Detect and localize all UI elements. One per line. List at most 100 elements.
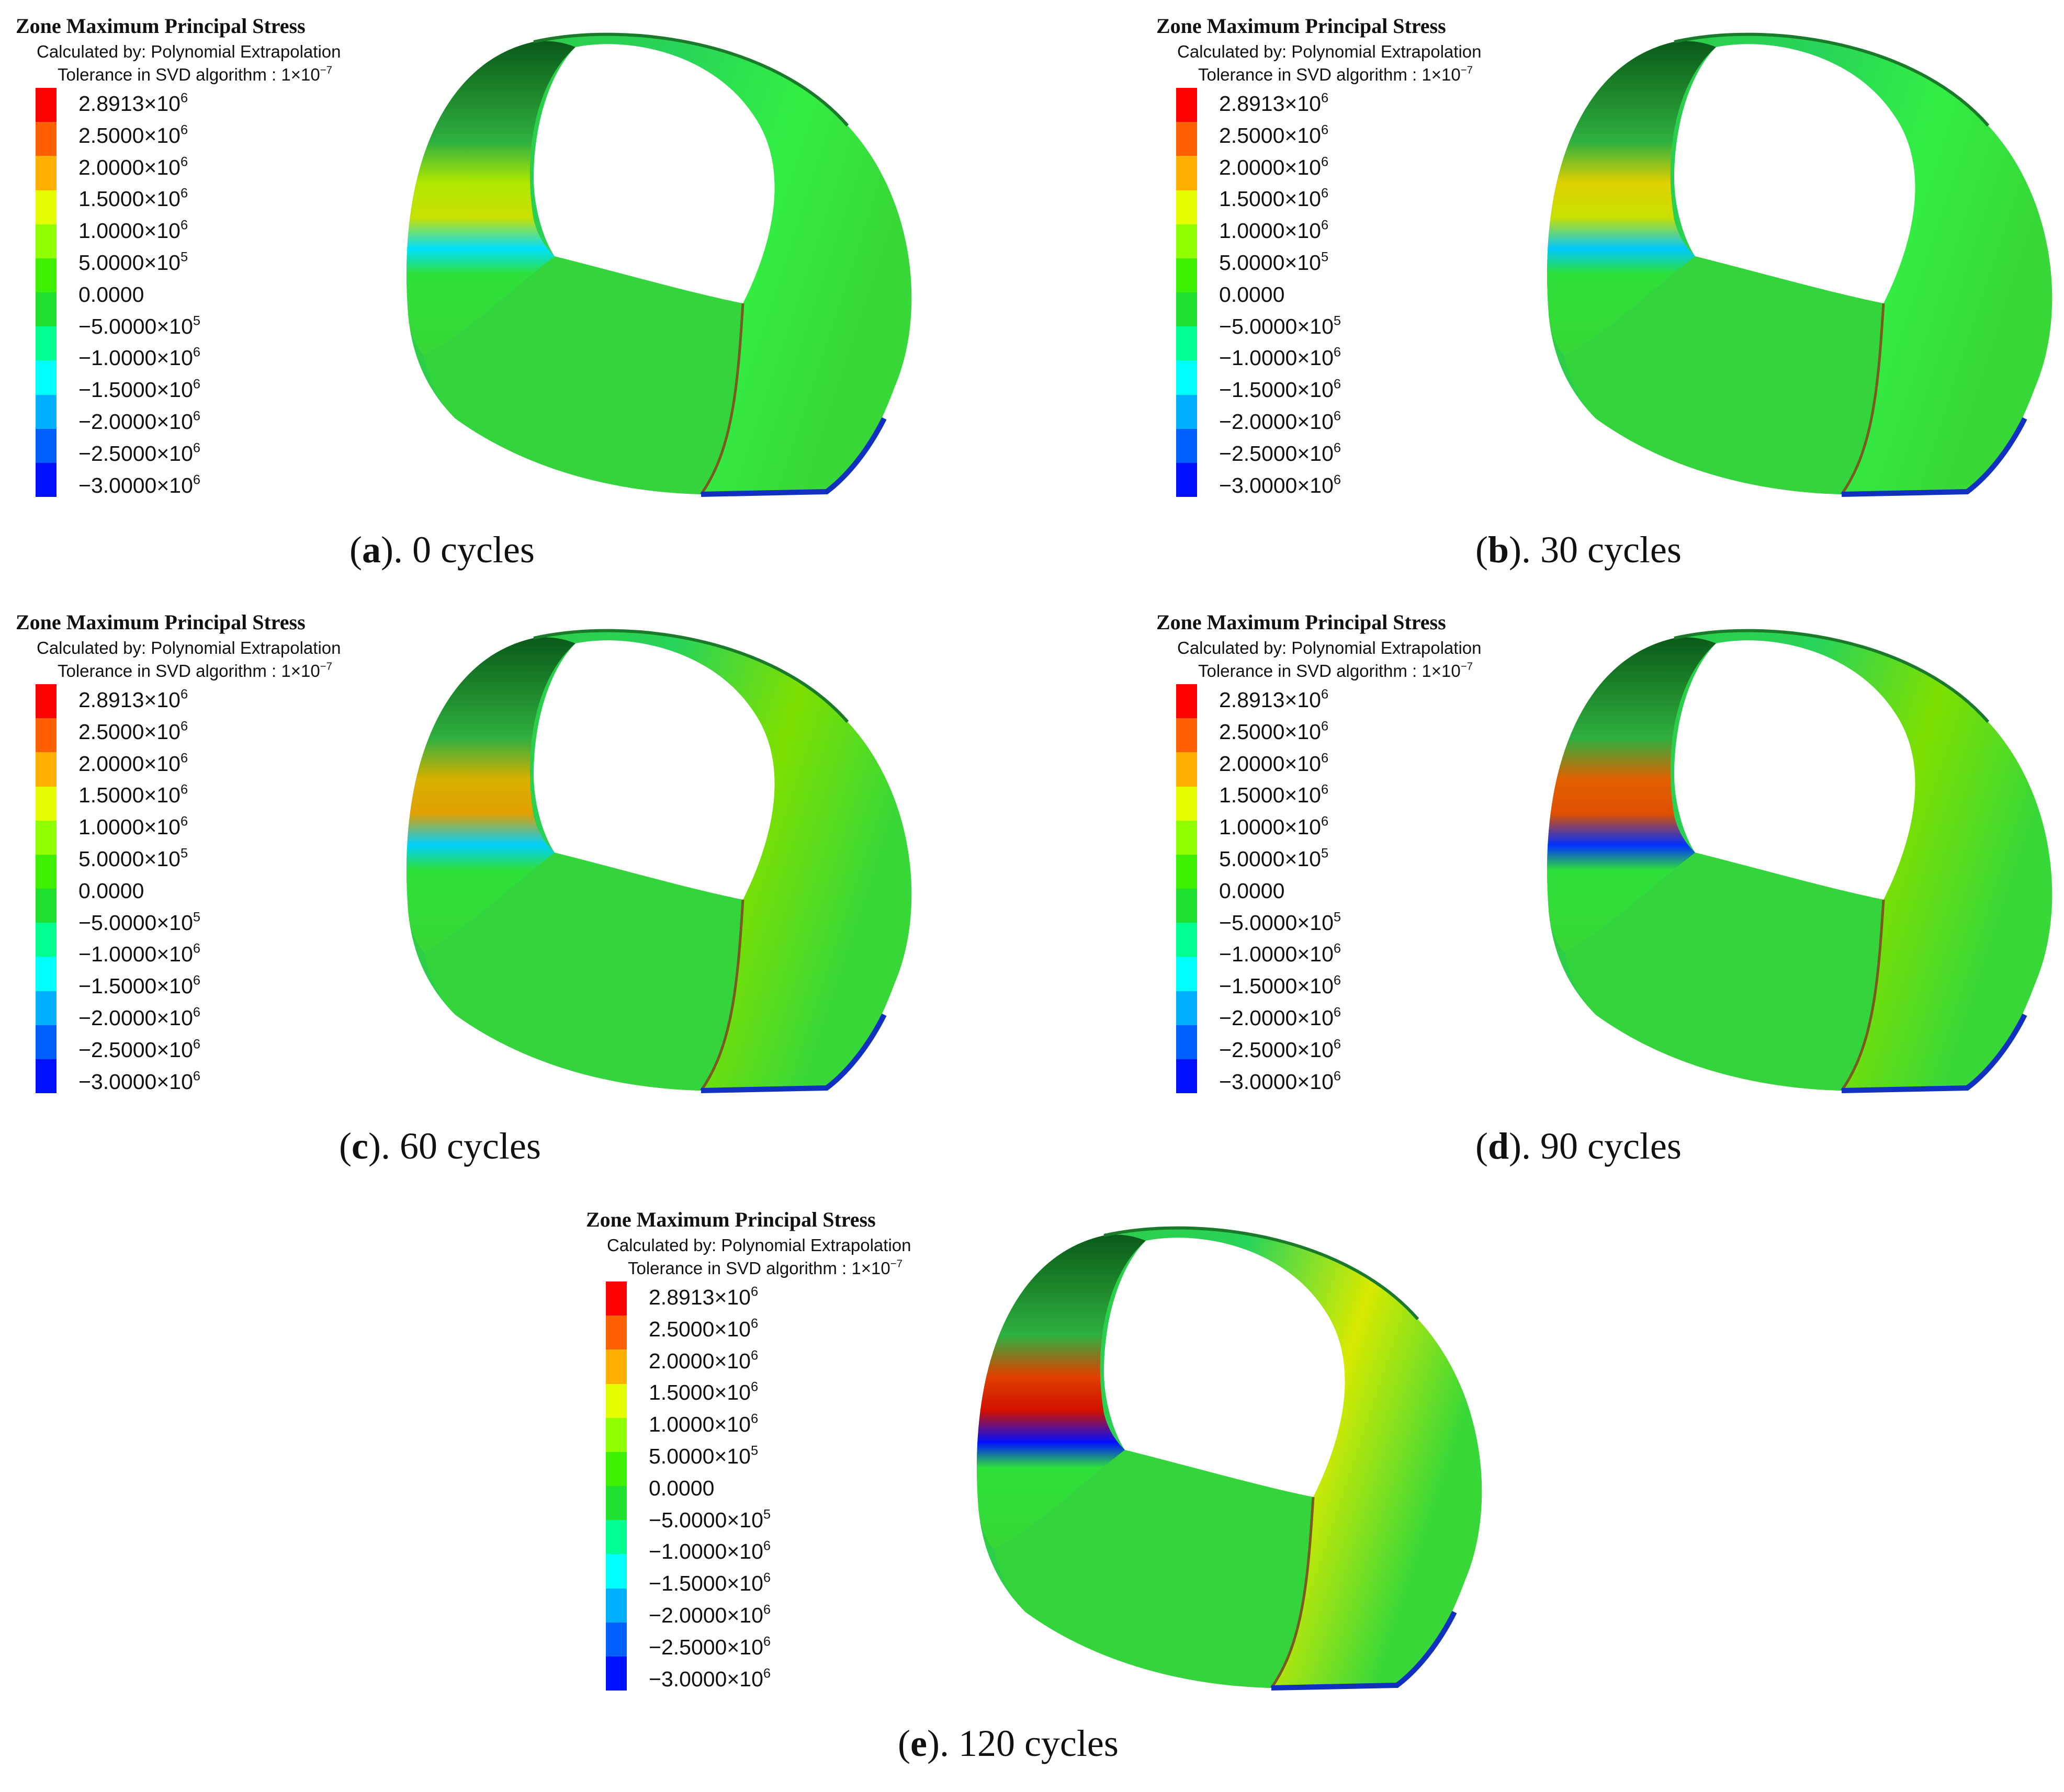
legend-tick-label: −1.0000×106 [78, 942, 200, 965]
legend-tick-exponent: 5 [1333, 313, 1341, 328]
legend-tick-mantissa: 1.5000×10 [1219, 187, 1321, 211]
legend-tick-label: 2.5000×106 [1219, 123, 1328, 146]
legend-swatch [606, 1588, 627, 1623]
legend-color-bar [36, 684, 57, 1094]
ring-inner-lining [407, 637, 576, 952]
legend-tick-label: 2.8913×106 [1219, 92, 1328, 115]
legend-tick-mantissa: −2.0000×10 [78, 410, 193, 434]
legend-swatch [1176, 462, 1197, 497]
tunnel-lining-contour [407, 32, 912, 497]
legend-tick-exponent: 5 [180, 846, 188, 861]
legend-swatch [1176, 854, 1197, 889]
legend-tick-label: 5.0000×105 [1219, 251, 1328, 274]
legend-swatch [36, 820, 57, 855]
legend-swatch [36, 684, 57, 719]
legend-tick-mantissa: 1.0000×10 [78, 815, 181, 840]
legend-tolerance: Tolerance in SVD algorithm : 1×10−7 [1198, 64, 1473, 84]
legend-tick-mantissa: −1.5000×10 [78, 974, 193, 999]
legend-tick-mantissa: −5.0000×10 [78, 314, 193, 338]
panel-caption: (b). 30 cycles [1475, 529, 1682, 571]
legend-tick-mantissa: −3.0000×10 [1219, 473, 1334, 497]
legend-tick-mantissa: 5.0000×10 [1219, 847, 1321, 871]
legend-tick-exponent: 6 [763, 1634, 771, 1649]
legend-tick-exponent: 6 [180, 154, 188, 169]
legend-swatch [1176, 718, 1197, 753]
legend-tick-mantissa: 2.0000×10 [1219, 751, 1321, 776]
legend-tick-mantissa: −1.5000×10 [1219, 378, 1334, 402]
legend-tick-exponent: 6 [1333, 941, 1341, 956]
legend-tick-exponent: 6 [193, 1037, 201, 1052]
legend-tick-mantissa: 1.5000×10 [1219, 783, 1321, 808]
legend-tick-label: −2.5000×106 [1219, 1038, 1341, 1061]
ring-opening [1104, 1238, 1345, 1497]
legend-tick-label: 2.0000×106 [78, 751, 188, 775]
legend-swatch [36, 224, 57, 259]
ring-inner-lining [407, 41, 576, 356]
legend-tick-mantissa: 0.0000 [1219, 282, 1285, 307]
legend-tick-mantissa: 5.0000×10 [649, 1444, 751, 1468]
legend-swatch [1176, 88, 1197, 122]
ring-bottom-edge [701, 1013, 887, 1093]
legend-tick-exponent: 6 [1333, 345, 1341, 360]
legend-tick-exponent: 5 [193, 313, 201, 328]
legend-title: Zone Maximum Principal Stress [1156, 610, 1446, 634]
legend-calculated-by: Calculated by: Polynomial Extrapolation [1177, 42, 1482, 61]
legend-tick-label: 2.0000×106 [78, 154, 188, 179]
legend-tick-label: 2.5000×106 [1219, 720, 1328, 743]
legend-swatch [36, 292, 57, 327]
legend-tick-label: −2.5000×106 [1219, 441, 1341, 464]
legend-swatch [1176, 889, 1197, 923]
legend-swatch [1176, 684, 1197, 719]
legend-swatch [606, 1383, 627, 1419]
legend-swatch [1176, 326, 1197, 361]
legend-swatch [1176, 394, 1197, 429]
legend-tick-label: −3.0000×106 [649, 1666, 771, 1690]
legend-swatch [606, 1486, 627, 1521]
legend-tick-mantissa: −3.0000×10 [78, 1069, 193, 1094]
legend-tick-exponent: 6 [1333, 1005, 1341, 1020]
ring-bottom-edge [1841, 1013, 2027, 1093]
legend-tick-label: −5.0000×105 [1219, 910, 1341, 934]
legend-tick-exponent: 6 [1321, 218, 1329, 233]
ring-rim-edge [700, 303, 745, 495]
legend-tick-label: −3.0000×106 [78, 473, 200, 496]
legend-tick-exponent: 6 [180, 782, 188, 797]
legend-tick-exponent: 6 [193, 409, 201, 424]
ring-opening [1674, 640, 1915, 900]
legend-tick-label: 2.5000×106 [649, 1317, 758, 1340]
legend-tick-label: 0.0000 [1219, 880, 1284, 902]
legend-tick-mantissa: 1.5000×10 [78, 187, 181, 211]
legend-tolerance: Tolerance in SVD algorithm : 1×10−7 [1198, 660, 1473, 680]
legend-tick-mantissa: 2.8913×10 [649, 1285, 751, 1309]
legend-tick-mantissa: 1.0000×10 [78, 219, 181, 243]
legend-tick-label: −1.0000×106 [78, 346, 200, 369]
legend-tick-label: −3.0000×106 [1219, 1069, 1341, 1093]
ring-floor-surface [994, 1450, 1313, 1688]
legend-tick-mantissa: 5.0000×10 [78, 847, 181, 871]
legend-tick-exponent: 6 [1333, 472, 1341, 487]
legend-tick-mantissa: −1.5000×10 [1219, 974, 1334, 999]
legend-tick-label: −2.0000×106 [1219, 410, 1341, 433]
legend-swatch [36, 752, 57, 787]
legend-tick-exponent: 5 [763, 1507, 771, 1522]
legend-tolerance: Tolerance in SVD algorithm : 1×10−7 [58, 64, 332, 84]
legend-title: Zone Maximum Principal Stress [586, 1208, 876, 1231]
legend-tick-label: 2.0000×106 [649, 1348, 758, 1372]
legend-tick-exponent: 6 [180, 687, 188, 702]
panel-caption: (c). 60 cycles [339, 1125, 541, 1167]
panel-c: Zone Maximum Principal Stress Calculated… [0, 596, 1032, 1194]
ring-top-edge [533, 32, 849, 127]
legend-tick-mantissa: 2.0000×10 [78, 155, 181, 179]
legend-tick-mantissa: −1.5000×10 [78, 378, 193, 402]
legend-tick-exponent: 5 [1321, 846, 1329, 861]
legend-tolerance: Tolerance in SVD algorithm : 1×10−7 [628, 1257, 903, 1278]
legend-swatch [1176, 292, 1197, 327]
legend-tick-mantissa: 0.0000 [1219, 878, 1285, 903]
legend-tick-mantissa: 2.5000×10 [78, 123, 181, 148]
legend-tick-exponent: 6 [180, 122, 188, 138]
legend-tick-label: 2.5000×106 [78, 720, 188, 743]
legend-tick-exponent: 6 [193, 973, 201, 988]
legend-swatch [606, 1656, 627, 1691]
legend-swatch [1176, 923, 1197, 957]
legend-tick-label: −5.0000×105 [78, 313, 201, 338]
